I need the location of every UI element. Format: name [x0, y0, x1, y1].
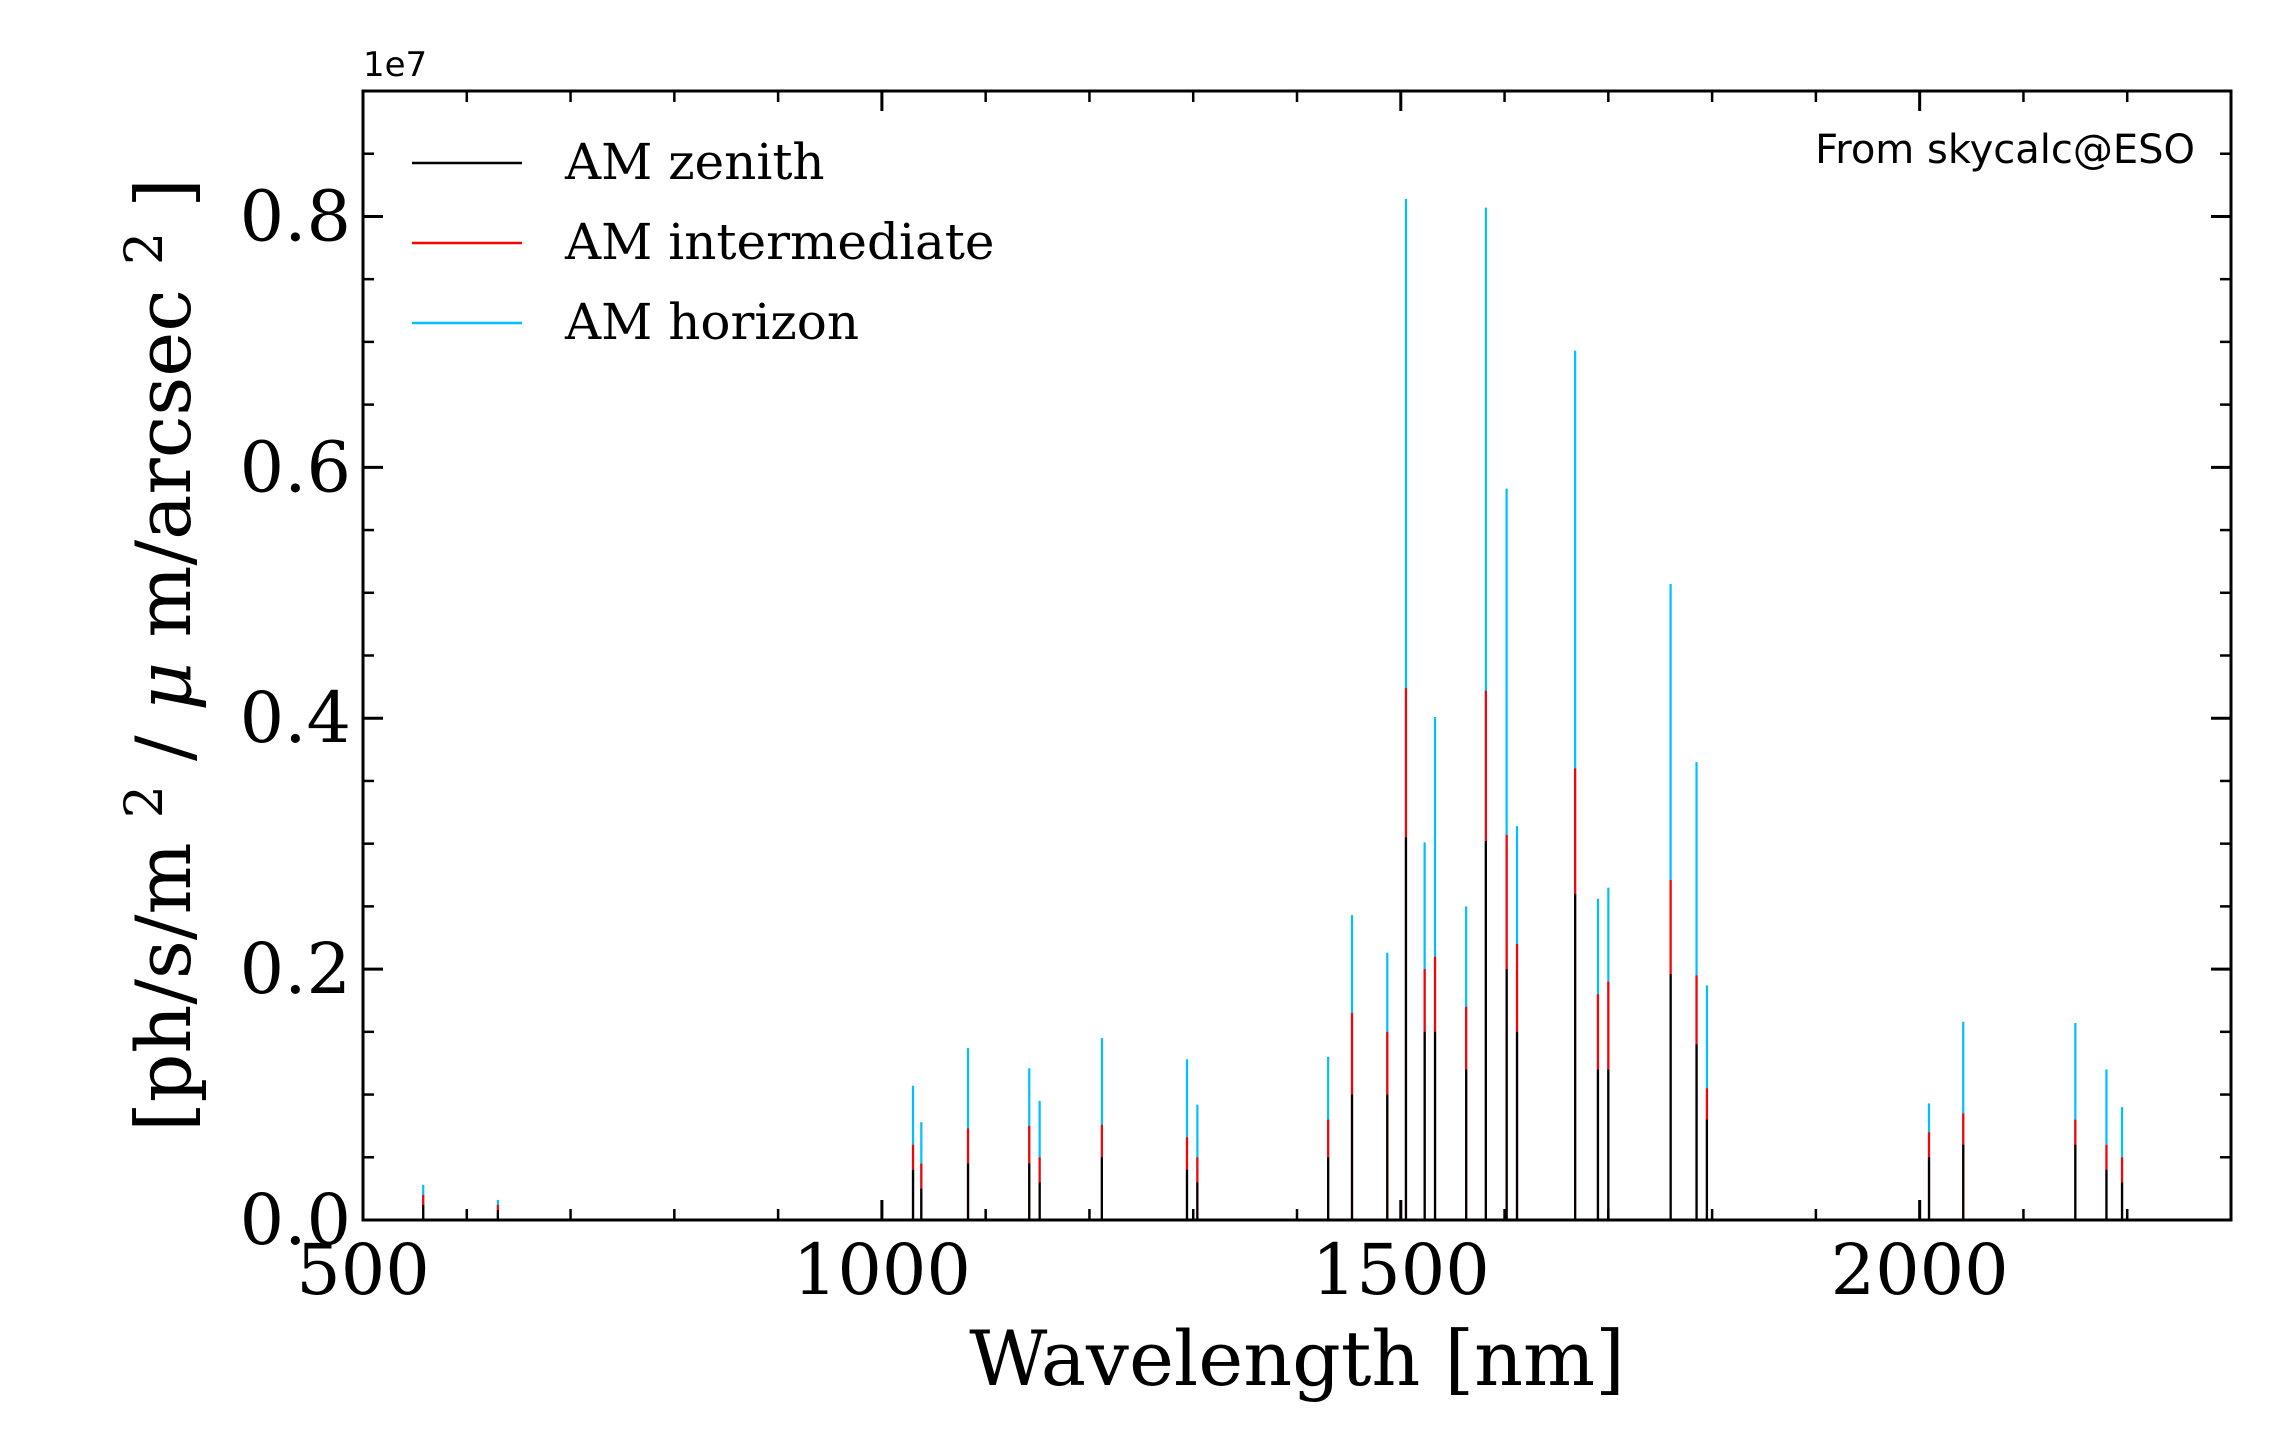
y-axis-label-part: /: [119, 735, 208, 761]
y-axis-label-mu: μ: [119, 662, 208, 711]
x-tick-label: 500: [296, 1229, 430, 1311]
legend-label: AM zenith: [564, 133, 825, 191]
legend-label: AM intermediate: [564, 213, 994, 271]
plot-frame: [361, 89, 2233, 1222]
tick-labels-layer: 500 1000 1500 2000 0.0 0.2 0.4 0.6 0.8: [240, 175, 2009, 1311]
y-axis-label-superscript: 2: [115, 232, 175, 265]
y-tick-label: 0.2: [240, 928, 351, 1010]
x-tick-label: 1500: [1312, 1229, 1490, 1311]
y-axis-label-part: ]: [119, 178, 208, 208]
y-tick-label: 0.0: [240, 1179, 351, 1261]
legend: AM zenith AM intermediate AM horizon: [412, 133, 994, 351]
source-annotation: From skycalc@ESO: [1815, 127, 2195, 173]
y-tick-label: 0.8: [240, 175, 351, 257]
y-tick-label: 0.6: [240, 426, 351, 508]
legend-label: AM horizon: [564, 293, 859, 351]
y-axis-label: [ph/s/m 2 / μ m/arcsec 2 ]: [91, 178, 208, 1132]
y-axis-label-part: [ph/s/m: [119, 842, 208, 1132]
x-tick-label: 1000: [793, 1229, 971, 1311]
y-axis-label-superscript: 2: [115, 785, 175, 818]
x-axis-label: Wavelength [nm]: [969, 1314, 1625, 1403]
x-tick-label: 2000: [1831, 1229, 2009, 1311]
y-axis-label-part: m/arcsec: [119, 289, 208, 637]
y-tick-label: 0.4: [240, 677, 351, 759]
y-offset-text: 1e7: [363, 45, 427, 85]
emission-lines-layer: [422, 198, 2124, 1220]
